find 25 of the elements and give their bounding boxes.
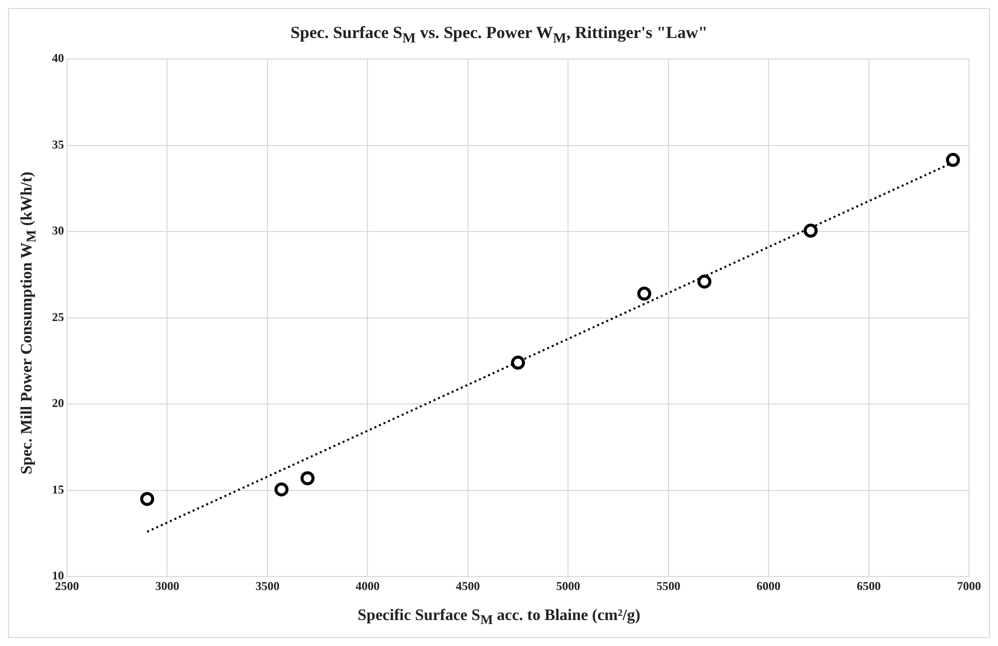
- point: [300, 471, 315, 486]
- x-tick-label: 3000: [155, 578, 180, 593]
- x-tick-label: 6500: [856, 578, 881, 593]
- chart-title: Spec. Surface S$_{M}$ vs. Spec. Power W$_{M}$, Rittinger's "Law": [289, 23, 709, 48]
- point: [804, 224, 818, 238]
- y-tick-label: 25: [52, 310, 64, 324]
- y-tick-label: 15: [52, 482, 64, 496]
- x-axis-title: Specific Surface S$_{M}$ acc. to Blaine (cm²/g): [356, 607, 642, 628]
- y-tick-label: 40: [52, 51, 64, 66]
- x-tick-label: 5000: [556, 578, 580, 593]
- point: [697, 274, 712, 289]
- point: [637, 286, 652, 301]
- x-tick-label: 5500: [656, 578, 680, 593]
- point: [511, 356, 525, 370]
- y-tick-label: 35: [52, 137, 64, 152]
- point: [274, 482, 288, 496]
- y-tick-label: 30: [52, 224, 64, 238]
- x-tick-label: 7000: [957, 578, 981, 593]
- y-tick-label: 20: [52, 396, 64, 410]
- point: [946, 152, 960, 167]
- x-tick-label: 4500: [456, 578, 480, 593]
- x-tick-label: 6000: [756, 578, 781, 593]
- x-tick-label: 4000: [356, 578, 380, 593]
- point: [140, 492, 154, 506]
- x-tick-label: 3500: [255, 578, 280, 593]
